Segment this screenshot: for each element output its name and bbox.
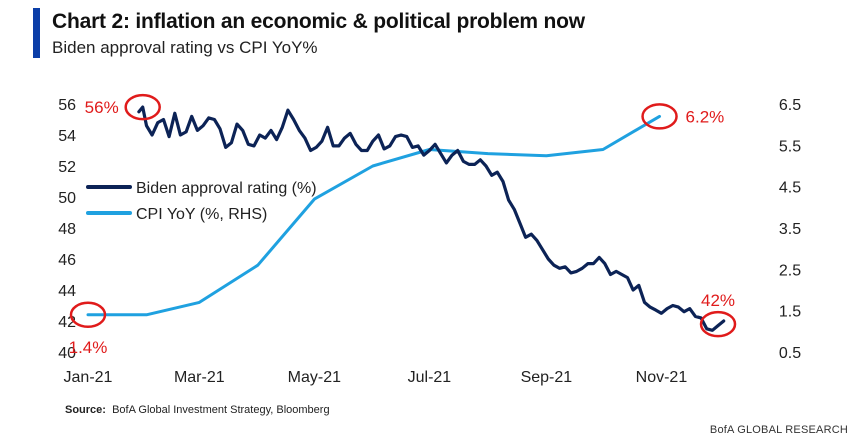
- axes-layer: 4042444648505254560.51.52.53.54.55.56.5J…: [58, 97, 801, 386]
- series-layer: [86, 105, 726, 332]
- y-right-tick-label: 6.5: [779, 97, 801, 114]
- y-left-tick-label: 44: [58, 283, 76, 300]
- annotation-label: 1.4%: [69, 338, 108, 357]
- y-right-tick-label: 0.5: [779, 345, 801, 362]
- chart-title: Chart 2: inflation an economic & politic…: [52, 10, 585, 33]
- y-left-tick-label: 46: [58, 252, 76, 269]
- annotation-layer: 56% 6.2% 1.4% 42%: [69, 93, 737, 357]
- annotation-circle: [641, 103, 678, 130]
- y-right-tick-label: 2.5: [779, 262, 801, 279]
- source-label: Source:: [65, 404, 106, 416]
- y-left-tick-label: 50: [58, 190, 76, 207]
- source-note: Source: BofA Global Investment Strategy,…: [65, 404, 330, 416]
- y-right-tick-label: 1.5: [779, 304, 801, 321]
- source-text: BofA Global Investment Strategy, Bloombe…: [112, 404, 330, 416]
- x-tick-label: Mar-21: [174, 369, 225, 386]
- x-tick-label: May-21: [288, 369, 341, 386]
- annotation-circle: [699, 310, 737, 338]
- y-left-tick-label: 54: [58, 128, 76, 145]
- legend-label-cpi: CPI YoY (%, RHS): [136, 206, 267, 223]
- annotation-label: 42%: [701, 291, 735, 310]
- brand-footer: BofA GLOBAL RESEARCH: [709, 424, 848, 436]
- cpi-yoy-line: [86, 114, 661, 317]
- chart-subtitle: Biden approval rating vs CPI YoY%: [52, 38, 318, 57]
- y-left-tick-label: 52: [58, 159, 76, 176]
- annotation-circle: [69, 301, 107, 329]
- y-right-tick-label: 3.5: [779, 221, 801, 238]
- x-tick-label: Jan-21: [64, 369, 113, 386]
- y-left-tick-label: 40: [58, 345, 76, 362]
- annotation-label: 6.2%: [686, 107, 725, 126]
- title-accent-bar: [33, 8, 40, 58]
- y-left-tick-label: 56: [58, 97, 76, 114]
- y-right-tick-label: 5.5: [779, 138, 801, 155]
- annotation-label: 56%: [85, 98, 119, 117]
- annotation-circle: [124, 93, 161, 121]
- y-left-tick-label: 48: [58, 221, 76, 238]
- x-tick-label: Nov-21: [636, 369, 688, 386]
- approval-rating-line: [137, 105, 726, 332]
- x-tick-label: Jul-21: [408, 369, 452, 386]
- x-tick-label: Sep-21: [521, 369, 573, 386]
- y-right-tick-label: 4.5: [779, 180, 801, 197]
- legend-layer: Biden approval rating (%) CPI YoY (%, RHS…: [86, 180, 317, 223]
- legend-label-approval: Biden approval rating (%): [136, 180, 317, 197]
